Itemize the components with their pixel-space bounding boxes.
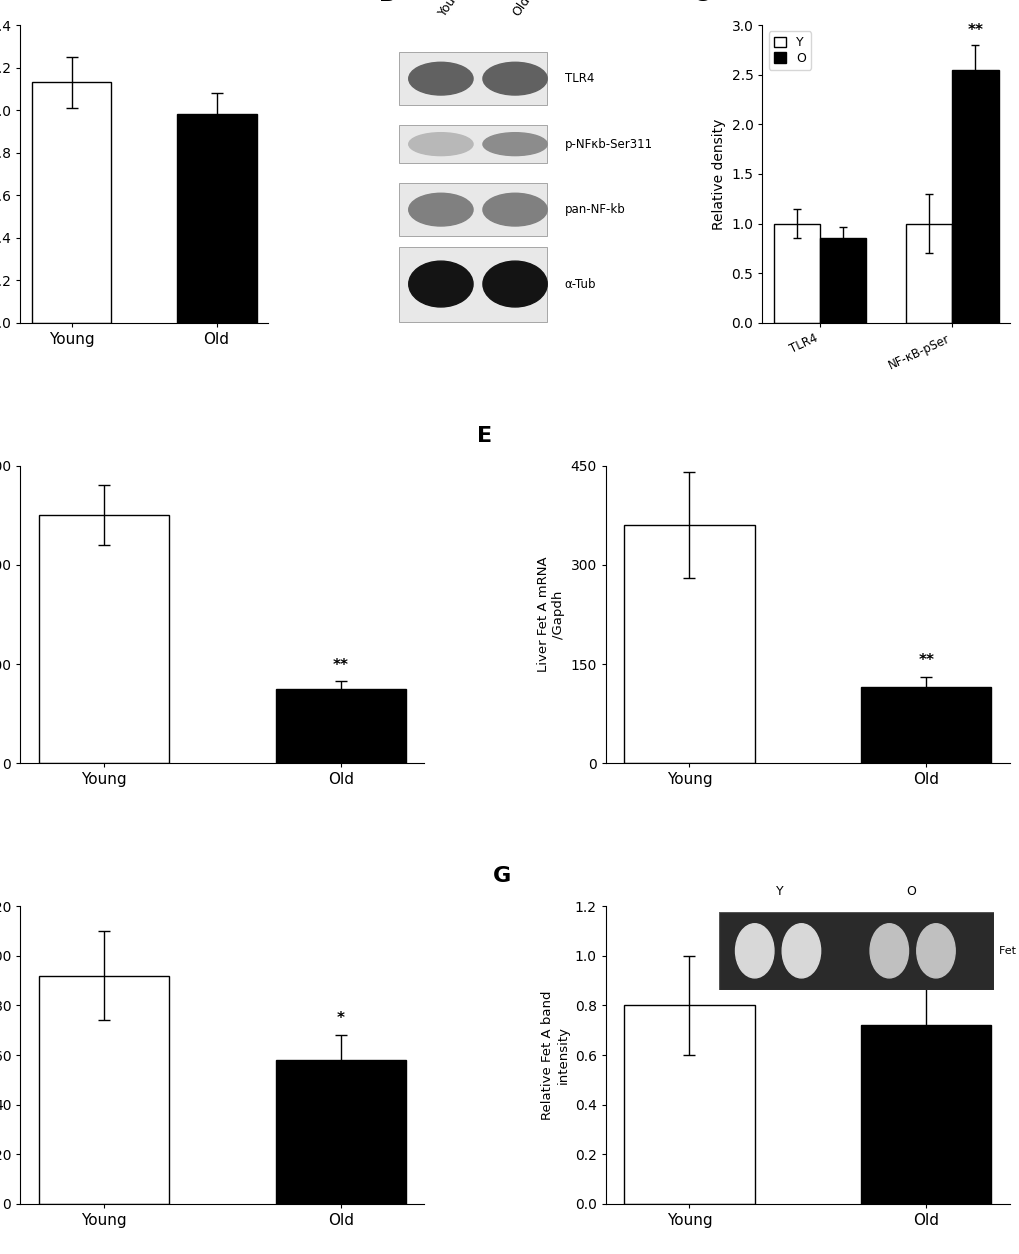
Text: **: ** [966,23,982,38]
Bar [773,223,819,322]
Ellipse shape [409,193,473,226]
Ellipse shape [482,63,547,95]
Bar [275,1060,406,1204]
Text: C: C [693,0,709,5]
Y-axis label: Liver Fet A mRNA
/Gapdh: Liver Fet A mRNA /Gapdh [536,557,565,672]
Text: **: ** [917,653,933,668]
Text: p-NFκb-Ser311: p-NFκb-Ser311 [565,138,652,150]
Bar [860,1026,990,1204]
Text: Old: Old [510,0,533,19]
Bar [819,238,865,322]
Text: α-Tub: α-Tub [565,277,595,291]
Bar [32,83,111,322]
Y-axis label: Relative Fet A band
intensity: Relative Fet A band intensity [541,991,569,1120]
Text: G: G [492,867,511,887]
Bar [398,125,547,163]
Text: pan-NF-kb: pan-NF-kb [565,203,625,216]
Text: E: E [476,426,491,446]
Bar [398,247,547,321]
Bar [398,183,547,237]
Bar [860,687,990,764]
Text: *: * [336,1011,344,1026]
Text: TLR4: TLR4 [565,73,593,85]
Ellipse shape [482,193,547,226]
Text: Young: Young [435,0,468,19]
Legend: Y, O: Y, O [768,31,810,70]
Bar [39,515,169,764]
Bar [952,70,998,322]
Y-axis label: Relative density: Relative density [711,118,726,229]
Bar [275,688,406,764]
Text: **: ** [332,657,348,672]
Ellipse shape [409,63,473,95]
Ellipse shape [409,133,473,155]
Ellipse shape [482,261,547,307]
Bar [624,525,754,764]
Bar [905,223,952,322]
Ellipse shape [482,133,547,155]
Text: B: B [379,0,395,5]
Bar [39,976,169,1204]
Bar [398,51,547,105]
Ellipse shape [409,261,473,307]
Bar [176,114,256,322]
Bar [624,1006,754,1204]
